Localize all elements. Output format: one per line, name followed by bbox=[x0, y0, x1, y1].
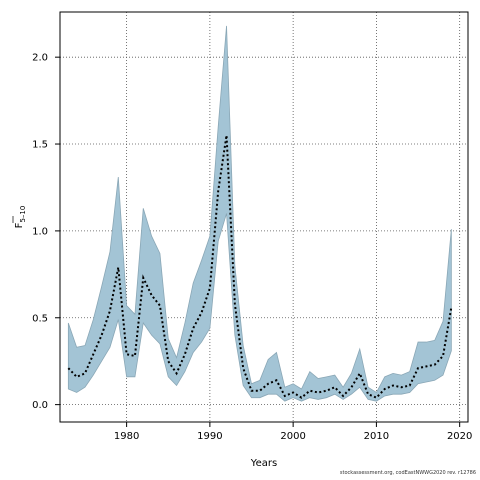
x-axis-label: Years bbox=[250, 458, 277, 469]
confidence-band bbox=[67, 25, 452, 402]
footer-credit: stockassessment.org, codEastNWWG2020 rev… bbox=[339, 470, 476, 476]
y-tick-label: 1.0 bbox=[32, 226, 48, 237]
estimate-line bbox=[67, 135, 453, 399]
plot-frame bbox=[59, 11, 469, 423]
x-tick-label: 2020 bbox=[447, 431, 472, 442]
y-axis: 0.0 0.5 1.0 1.5 2.0 bbox=[32, 53, 60, 411]
estimate-line-layer bbox=[67, 135, 453, 399]
y-tick-label: 1.5 bbox=[32, 140, 48, 151]
x-tick-label: 2000 bbox=[280, 431, 305, 442]
x-tick-label: 1980 bbox=[114, 431, 139, 442]
y-axis-label-main: F bbox=[14, 222, 25, 228]
y-tick-label: 0.5 bbox=[32, 313, 48, 324]
grid bbox=[60, 12, 468, 422]
y-axis-label-subscript: 5–10 bbox=[19, 206, 27, 223]
confidence-band-area bbox=[67, 25, 452, 402]
x-axis: 1980 1990 2000 2010 2020 bbox=[114, 422, 472, 442]
y-tick-label: 0.0 bbox=[32, 400, 48, 411]
y-axis-label: F5–10 bbox=[12, 206, 27, 229]
x-tick-label: 1990 bbox=[197, 431, 222, 442]
y-tick-label: 2.0 bbox=[32, 53, 48, 64]
x-tick-label: 2010 bbox=[364, 431, 389, 442]
svg-text:F5–10: F5–10 bbox=[14, 206, 27, 229]
